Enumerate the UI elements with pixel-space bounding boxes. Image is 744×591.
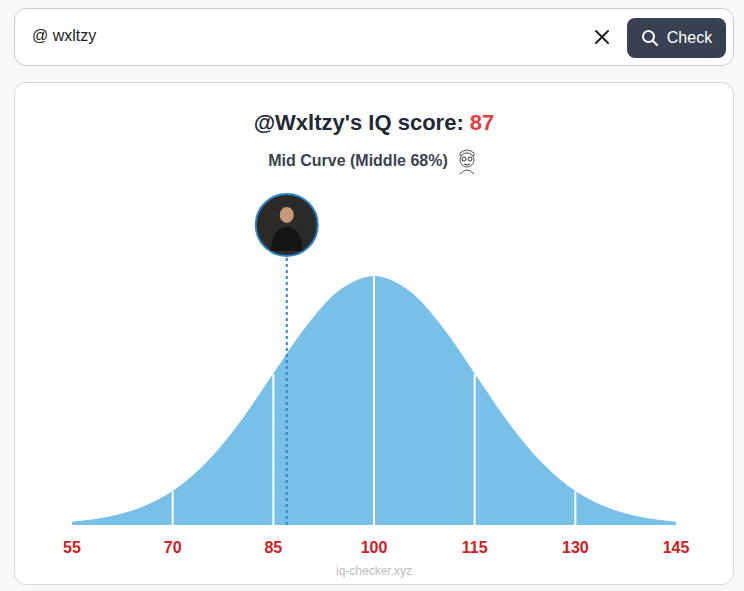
svg-text:55: 55 [63,539,81,556]
svg-text:100: 100 [361,539,388,556]
html-text:iq-checker.xyz: iq-checker.xyz [336,564,412,578]
svg-text:70: 70 [164,539,182,556]
html-text:@Wxltzy's IQ score: 87: @Wxltzy's IQ score: 87 [253,110,495,135]
svg-text:130: 130 [562,539,589,556]
html-text:Check: Check [666,29,713,46]
svg-text:115: 115 [462,539,488,556]
svg-text:85: 85 [264,539,282,556]
html-text:@ wxltzy: @ wxltzy [32,27,97,44]
svg-text:145: 145 [663,539,690,556]
html-text:Mid Curve (Middle 68%): Mid Curve (Middle 68%) [268,152,448,169]
